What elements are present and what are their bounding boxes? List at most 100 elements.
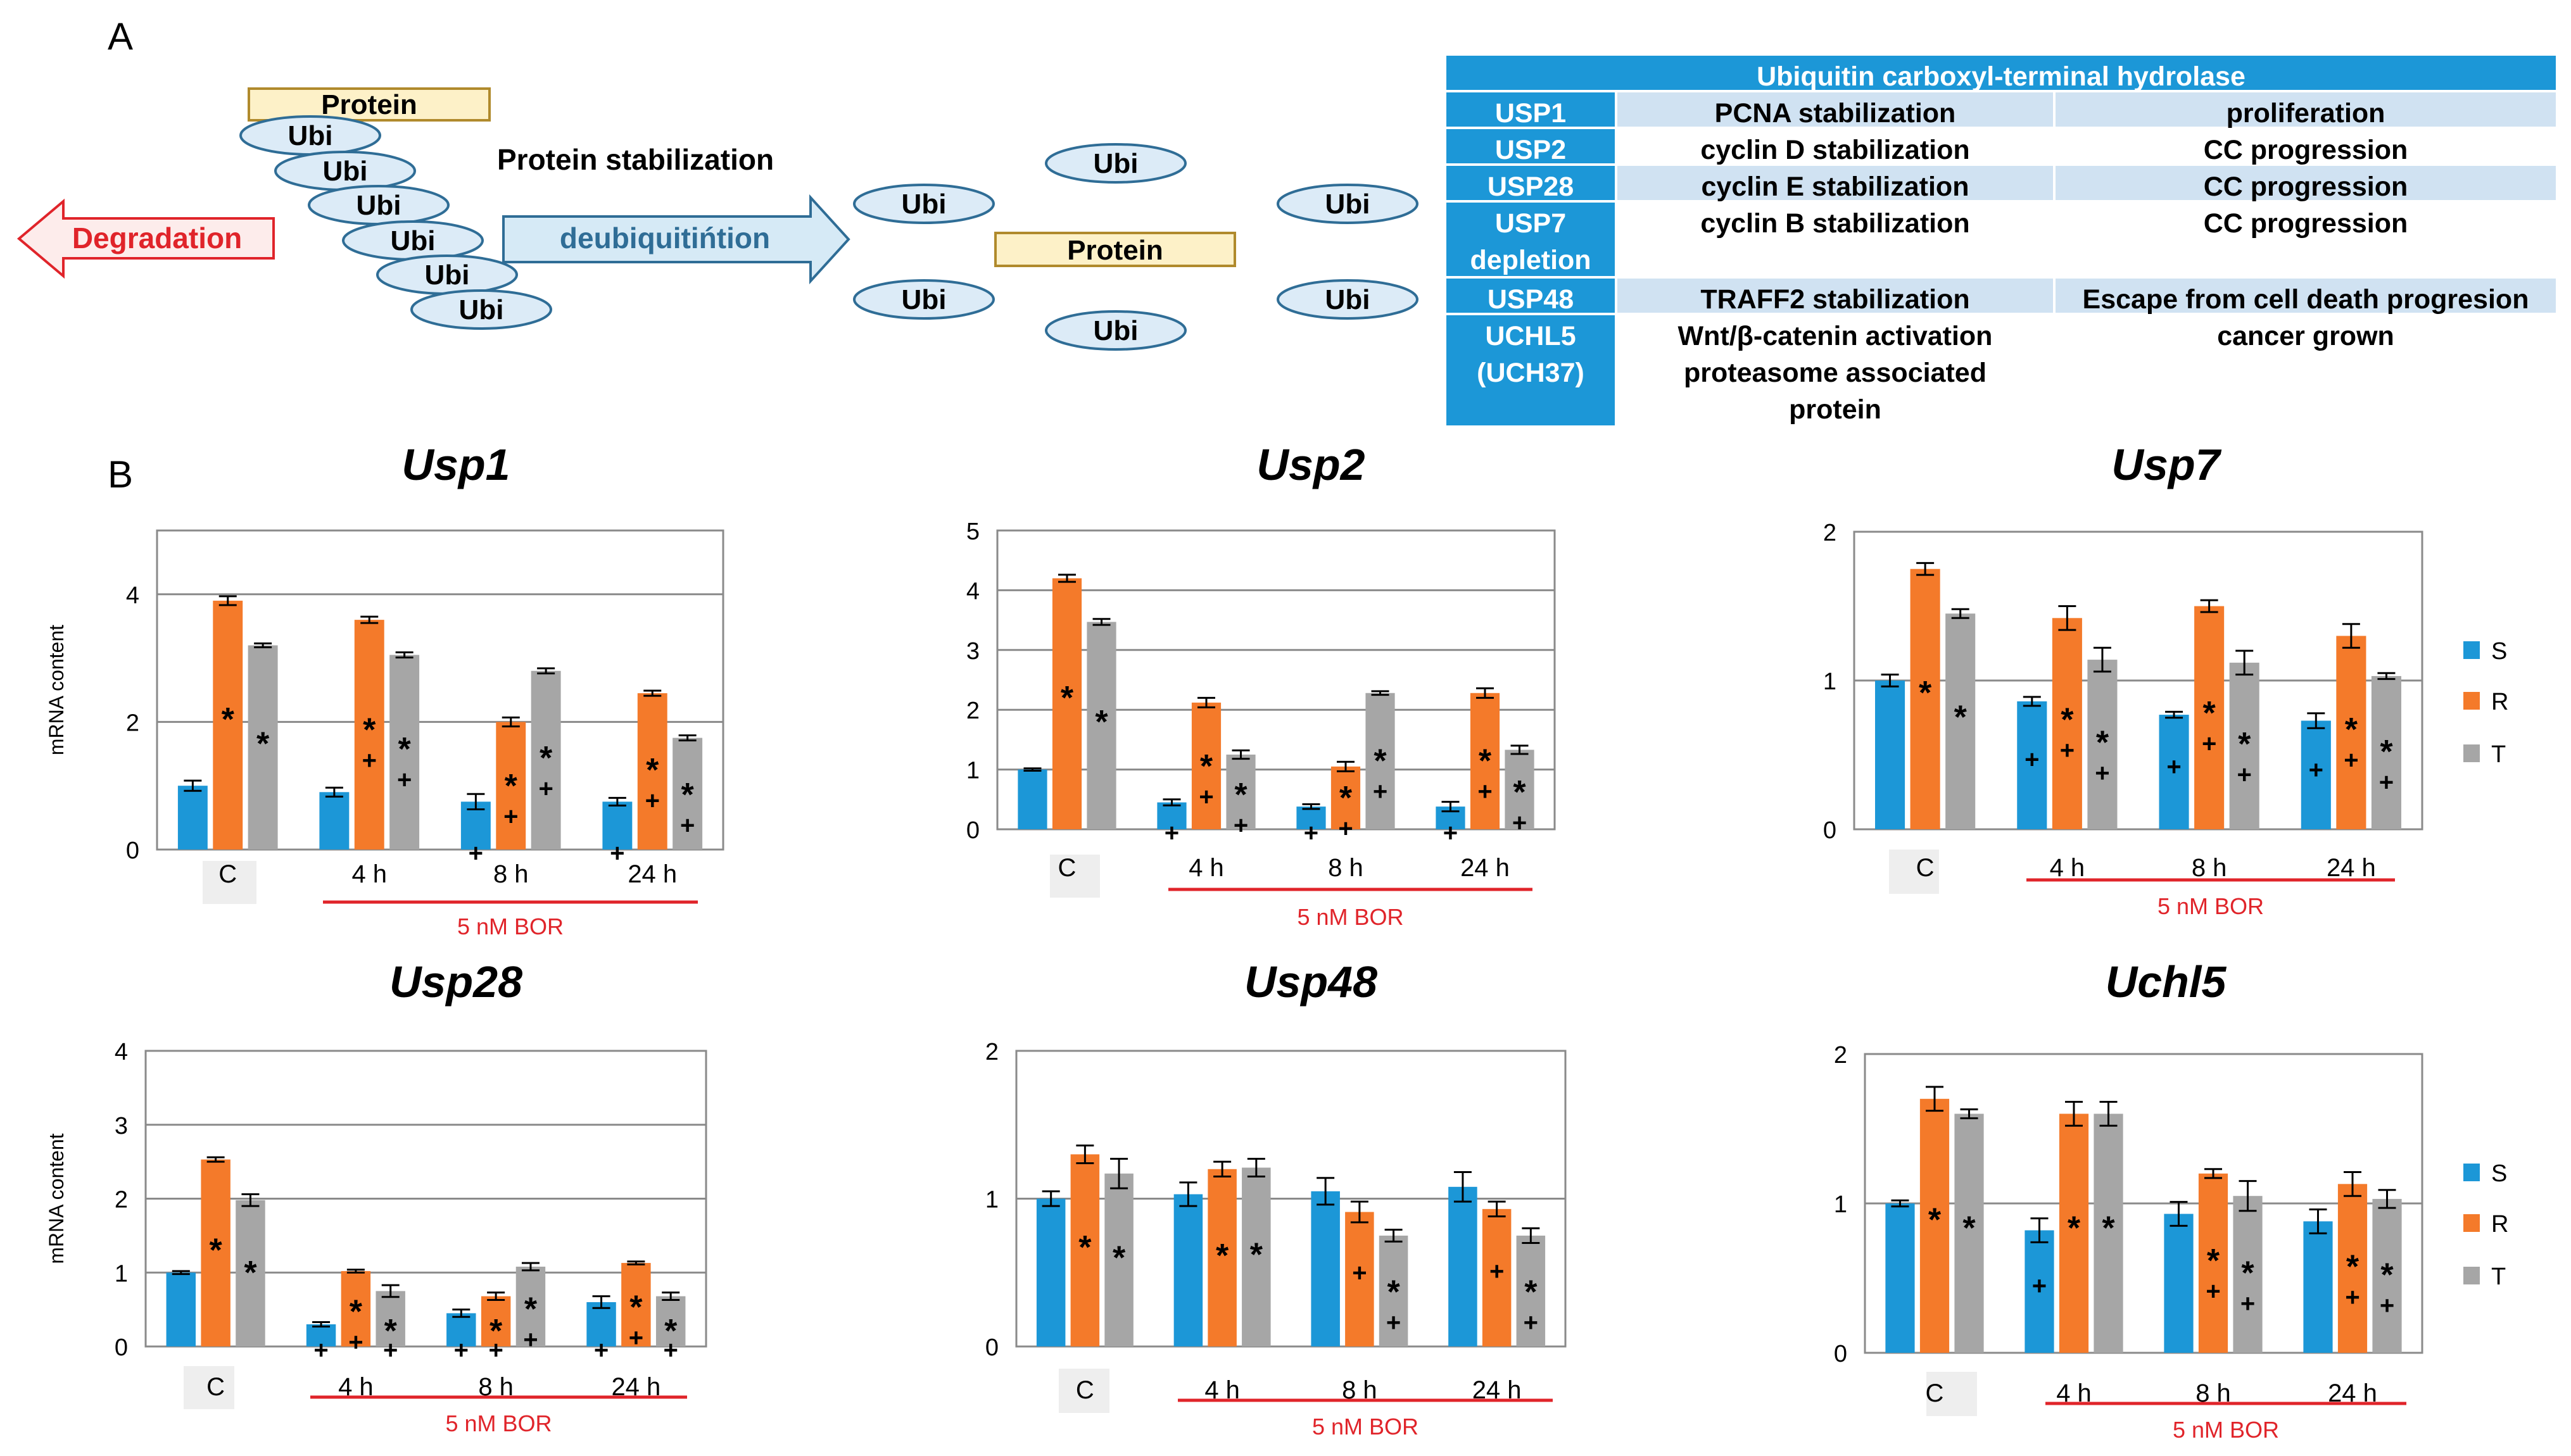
significance-mark: * xyxy=(2061,701,2074,738)
bar-R-3 xyxy=(1470,693,1500,829)
bar-T-1 xyxy=(2094,1114,2123,1353)
significance-mark: + xyxy=(1338,815,1353,843)
significance-mark: + xyxy=(2206,1277,2220,1305)
legend-label: T xyxy=(2491,741,2506,768)
ubi-label: Ubi xyxy=(1325,284,1370,315)
significance-mark: * xyxy=(681,777,695,813)
table-effect-cell: cyclin E stabilization xyxy=(1617,166,2053,202)
bar-T-2 xyxy=(515,1266,546,1346)
significance-mark: + xyxy=(1352,1259,1367,1287)
chart-title: Usp1 xyxy=(401,440,510,489)
ubi-ellipse xyxy=(1277,279,1418,320)
category-label: 24 h xyxy=(1460,854,1510,882)
bar-S-2 xyxy=(446,1313,476,1346)
significance-mark: * xyxy=(2345,712,2358,748)
bar-T-2 xyxy=(1379,1235,1408,1346)
y-axis-label: mRNA content xyxy=(45,1133,68,1264)
treatment-label: 5 nM BOR xyxy=(445,1410,552,1436)
bar-S-2 xyxy=(2164,1214,2194,1353)
significance-mark: + xyxy=(1524,1309,1538,1337)
significance-mark: + xyxy=(1386,1309,1401,1337)
ubi-free-5: Ubi xyxy=(1045,310,1187,351)
legend-swatch xyxy=(2463,692,2480,710)
table-outcome-cell: Escape from cell death progresion xyxy=(2056,279,2556,315)
bar-S-1 xyxy=(2017,701,2047,829)
bar-S-0 xyxy=(1885,1203,1915,1353)
category-label: 24 h xyxy=(2327,854,2376,882)
category-label: C xyxy=(1076,1376,1094,1404)
bar-T-3 xyxy=(1516,1235,1546,1346)
y-tick-label: 4 xyxy=(115,1039,128,1065)
table-effect-cell: Wnt/β-catenin activation proteasome asso… xyxy=(1617,315,2053,425)
y-tick-label: 2 xyxy=(1823,520,1836,546)
bar-T-0 xyxy=(1954,1114,1984,1353)
degradation-arrow: Degradation xyxy=(16,198,275,279)
ubi-free-3: Ubi xyxy=(1277,184,1418,224)
significance-mark: + xyxy=(2095,760,2109,788)
significance-mark: + xyxy=(1234,812,1248,839)
y-tick-label: 3 xyxy=(966,638,980,665)
significance-mark: * xyxy=(1919,675,1932,712)
y-tick-label: 1 xyxy=(115,1260,128,1287)
significance-mark: * xyxy=(1387,1274,1400,1311)
significance-mark: + xyxy=(2025,746,2039,774)
bar-R-3 xyxy=(2336,636,2366,829)
significance-mark: + xyxy=(469,839,483,867)
ubi-label: Ubi xyxy=(323,156,368,187)
significance-mark: * xyxy=(1078,1229,1092,1266)
y-tick-label: 2 xyxy=(966,698,980,724)
y-tick-label: 0 xyxy=(1823,817,1836,844)
bar-S-2 xyxy=(2159,715,2189,829)
ubi-label: Ubi xyxy=(1325,189,1370,220)
control-label-box xyxy=(203,861,256,904)
category-label: 24 h xyxy=(628,860,677,888)
control-label-box xyxy=(1050,855,1100,898)
bar-S-1 xyxy=(1173,1194,1203,1346)
table-gene-cell: UCHL5 (UCH37) xyxy=(1446,315,1615,425)
significance-mark: * xyxy=(1374,743,1387,780)
table-outcome-cell: proliferation xyxy=(2056,92,2556,129)
significance-mark: + xyxy=(629,1324,643,1352)
y-tick-label: 1 xyxy=(1834,1191,1847,1218)
ubi-ellipse xyxy=(1045,143,1187,184)
category-label: 4 h xyxy=(351,860,387,888)
protein-stabilization-label: Protein stabilization xyxy=(497,143,774,176)
bar-R-3 xyxy=(1482,1208,1512,1346)
category-label: 4 h xyxy=(1189,854,1224,882)
table-outcome-cell: CC progression xyxy=(2056,203,2556,276)
significance-mark: + xyxy=(2237,761,2252,789)
significance-mark: + xyxy=(2060,736,2075,764)
y-tick-label: 0 xyxy=(985,1334,999,1361)
hydrolase-table: Ubiquitin carboxyl-terminal hydrolase USP… xyxy=(1446,56,2556,425)
y-tick-label: 2 xyxy=(1834,1042,1847,1069)
panel-label-b: B xyxy=(108,453,133,496)
ubi-chain-1: Ubi xyxy=(239,115,381,156)
free-ubiquitins: Ubi Ubi Ubi Ubi Ubi Ubi xyxy=(853,143,1418,351)
significance-mark: + xyxy=(594,1336,609,1364)
ubi-label: Ubi xyxy=(1094,315,1139,346)
ubi-label: Ubi xyxy=(357,190,401,221)
legend-swatch xyxy=(2463,744,2480,762)
bar-S-0 xyxy=(1036,1198,1066,1346)
significance-mark: + xyxy=(1199,783,1213,811)
significance-mark: * xyxy=(1200,748,1213,785)
ubi-label: Ubi xyxy=(391,225,436,256)
ubi-free-4: Ubi xyxy=(853,279,995,320)
legend-label: S xyxy=(2491,638,2507,665)
bar-S-2 xyxy=(1311,1191,1340,1346)
category-label: 8 h xyxy=(1328,854,1363,882)
category-label: 8 h xyxy=(2192,854,2227,882)
significance-mark: * xyxy=(2380,1257,2394,1293)
bar-R-3 xyxy=(621,1263,651,1346)
bar-S-1 xyxy=(306,1324,336,1346)
significance-mark: * xyxy=(540,740,553,777)
significance-mark: * xyxy=(384,1313,398,1350)
significance-mark: + xyxy=(2202,730,2216,758)
significance-mark: + xyxy=(454,1336,469,1364)
category-label: C xyxy=(218,860,237,888)
significance-mark: * xyxy=(1962,1210,1976,1246)
y-tick-label: 2 xyxy=(985,1039,999,1065)
bar-R-0 xyxy=(1052,578,1082,829)
